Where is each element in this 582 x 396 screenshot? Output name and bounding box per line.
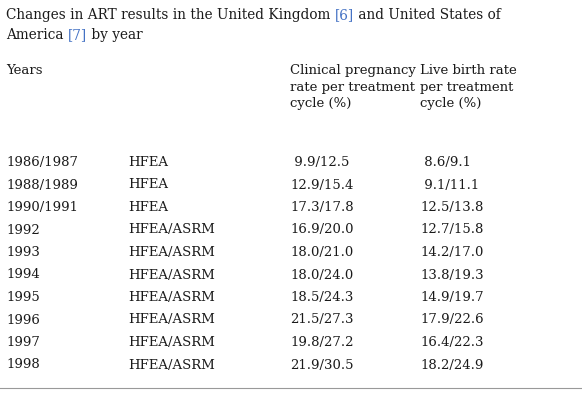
Text: 1992: 1992 [6, 223, 40, 236]
Text: 21.9/30.5: 21.9/30.5 [290, 358, 353, 371]
Text: by year: by year [87, 28, 143, 42]
Text: 8.6/9.1: 8.6/9.1 [420, 156, 471, 169]
Text: HFEA/ASRM: HFEA/ASRM [128, 246, 215, 259]
Text: 12.5/13.8: 12.5/13.8 [420, 201, 484, 214]
Text: [7]: [7] [68, 28, 87, 42]
Text: America: America [6, 28, 68, 42]
Text: 1988/1989: 1988/1989 [6, 179, 78, 192]
Text: HFEA/ASRM: HFEA/ASRM [128, 291, 215, 304]
Text: 1995: 1995 [6, 291, 40, 304]
Text: 1986/1987: 1986/1987 [6, 156, 78, 169]
Text: 18.5/24.3: 18.5/24.3 [290, 291, 353, 304]
Text: 16.4/22.3: 16.4/22.3 [420, 336, 484, 349]
Text: Live birth rate
per treatment
cycle (%): Live birth rate per treatment cycle (%) [420, 64, 517, 110]
Text: 16.9/20.0: 16.9/20.0 [290, 223, 353, 236]
Text: 13.8/19.3: 13.8/19.3 [420, 268, 484, 282]
Text: and United States of: and United States of [354, 8, 501, 22]
Text: 1996: 1996 [6, 314, 40, 326]
Text: 18.2/24.9: 18.2/24.9 [420, 358, 484, 371]
Text: 1997: 1997 [6, 336, 40, 349]
Text: 1993: 1993 [6, 246, 40, 259]
Text: 1990/1991: 1990/1991 [6, 201, 78, 214]
Text: 17.9/22.6: 17.9/22.6 [420, 314, 484, 326]
Text: 14.2/17.0: 14.2/17.0 [420, 246, 484, 259]
Text: 21.5/27.3: 21.5/27.3 [290, 314, 353, 326]
Text: HFEA/ASRM: HFEA/ASRM [128, 268, 215, 282]
Text: 12.7/15.8: 12.7/15.8 [420, 223, 484, 236]
Text: Clinical pregnancy
rate per treatment
cycle (%): Clinical pregnancy rate per treatment cy… [290, 64, 416, 110]
Text: 9.1/11.1: 9.1/11.1 [420, 179, 479, 192]
Text: 1994: 1994 [6, 268, 40, 282]
Text: HFEA: HFEA [128, 201, 168, 214]
Text: 9.9/12.5: 9.9/12.5 [290, 156, 349, 169]
Text: HFEA/ASRM: HFEA/ASRM [128, 314, 215, 326]
Text: 18.0/21.0: 18.0/21.0 [290, 246, 353, 259]
Text: 1998: 1998 [6, 358, 40, 371]
Text: HFEA/ASRM: HFEA/ASRM [128, 358, 215, 371]
Text: HFEA/ASRM: HFEA/ASRM [128, 223, 215, 236]
Text: HFEA: HFEA [128, 156, 168, 169]
Text: [6]: [6] [335, 8, 354, 22]
Text: 18.0/24.0: 18.0/24.0 [290, 268, 353, 282]
Text: 14.9/19.7: 14.9/19.7 [420, 291, 484, 304]
Text: 19.8/27.2: 19.8/27.2 [290, 336, 353, 349]
Text: 12.9/15.4: 12.9/15.4 [290, 179, 353, 192]
Text: Changes in ART results in the United Kingdom: Changes in ART results in the United Kin… [6, 8, 335, 22]
Text: 17.3/17.8: 17.3/17.8 [290, 201, 354, 214]
Text: HFEA: HFEA [128, 179, 168, 192]
Text: Years: Years [6, 64, 42, 77]
Text: HFEA/ASRM: HFEA/ASRM [128, 336, 215, 349]
